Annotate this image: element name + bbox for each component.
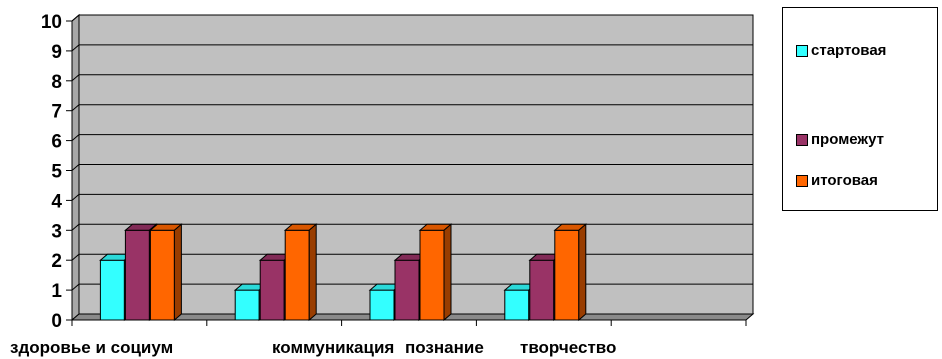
y-tick-label: 0: [51, 311, 62, 332]
gridline: [71, 14, 753, 22]
bar: [419, 229, 445, 321]
bar: [394, 259, 420, 321]
x-category-label: творчество: [520, 338, 616, 357]
legend-swatch-start: [796, 44, 808, 57]
legend-label-start: стартовая: [811, 42, 887, 59]
x-category-label: коммуникация: [272, 338, 394, 357]
bar-side: [578, 223, 587, 322]
y-tick-label: 7: [51, 102, 62, 123]
gridline: [71, 74, 753, 82]
y-tick-label: 1: [51, 281, 62, 302]
y-tick-label: 5: [51, 162, 62, 183]
legend-swatch-mid: [796, 133, 808, 146]
gridline: [71, 104, 753, 112]
gridline: [71, 193, 753, 201]
y-tick-label: 6: [51, 132, 62, 153]
bar: [124, 229, 150, 321]
y-tick-label: 10: [41, 12, 62, 33]
bar: [99, 259, 125, 321]
bar: [284, 229, 310, 321]
bar: [554, 229, 580, 321]
legend: стартовая промежут итоговая: [782, 7, 938, 211]
bar: [369, 289, 395, 321]
y-tick-label: 3: [51, 221, 62, 242]
bar-side: [308, 223, 317, 322]
legend-label-mid: промежут: [811, 131, 884, 148]
y-tick-label: 2: [51, 251, 62, 272]
gridline: [71, 253, 753, 261]
legend-label-final: итоговая: [811, 172, 878, 189]
x-category-label: познание: [405, 338, 484, 357]
gridline: [71, 164, 753, 171]
bar: [259, 259, 285, 321]
bar: [149, 229, 175, 321]
legend-swatch-final: [796, 174, 808, 187]
bar: [234, 289, 260, 321]
x-category-label: здоровье и социум: [10, 338, 173, 357]
legend-item-final: итоговая: [796, 172, 878, 189]
bar: [529, 259, 555, 321]
bar-side: [173, 223, 182, 322]
legend-item-start: стартовая: [796, 42, 886, 59]
gridline: [71, 223, 753, 231]
bar-side: [443, 223, 452, 322]
y-tick-label: 9: [51, 42, 62, 63]
gridline: [71, 44, 753, 52]
y-tick-label: 8: [51, 72, 62, 93]
bar: [504, 289, 530, 321]
gridline: [71, 134, 753, 141]
y-tick-label: 4: [51, 191, 62, 212]
legend-item-mid: промежут: [796, 131, 884, 148]
